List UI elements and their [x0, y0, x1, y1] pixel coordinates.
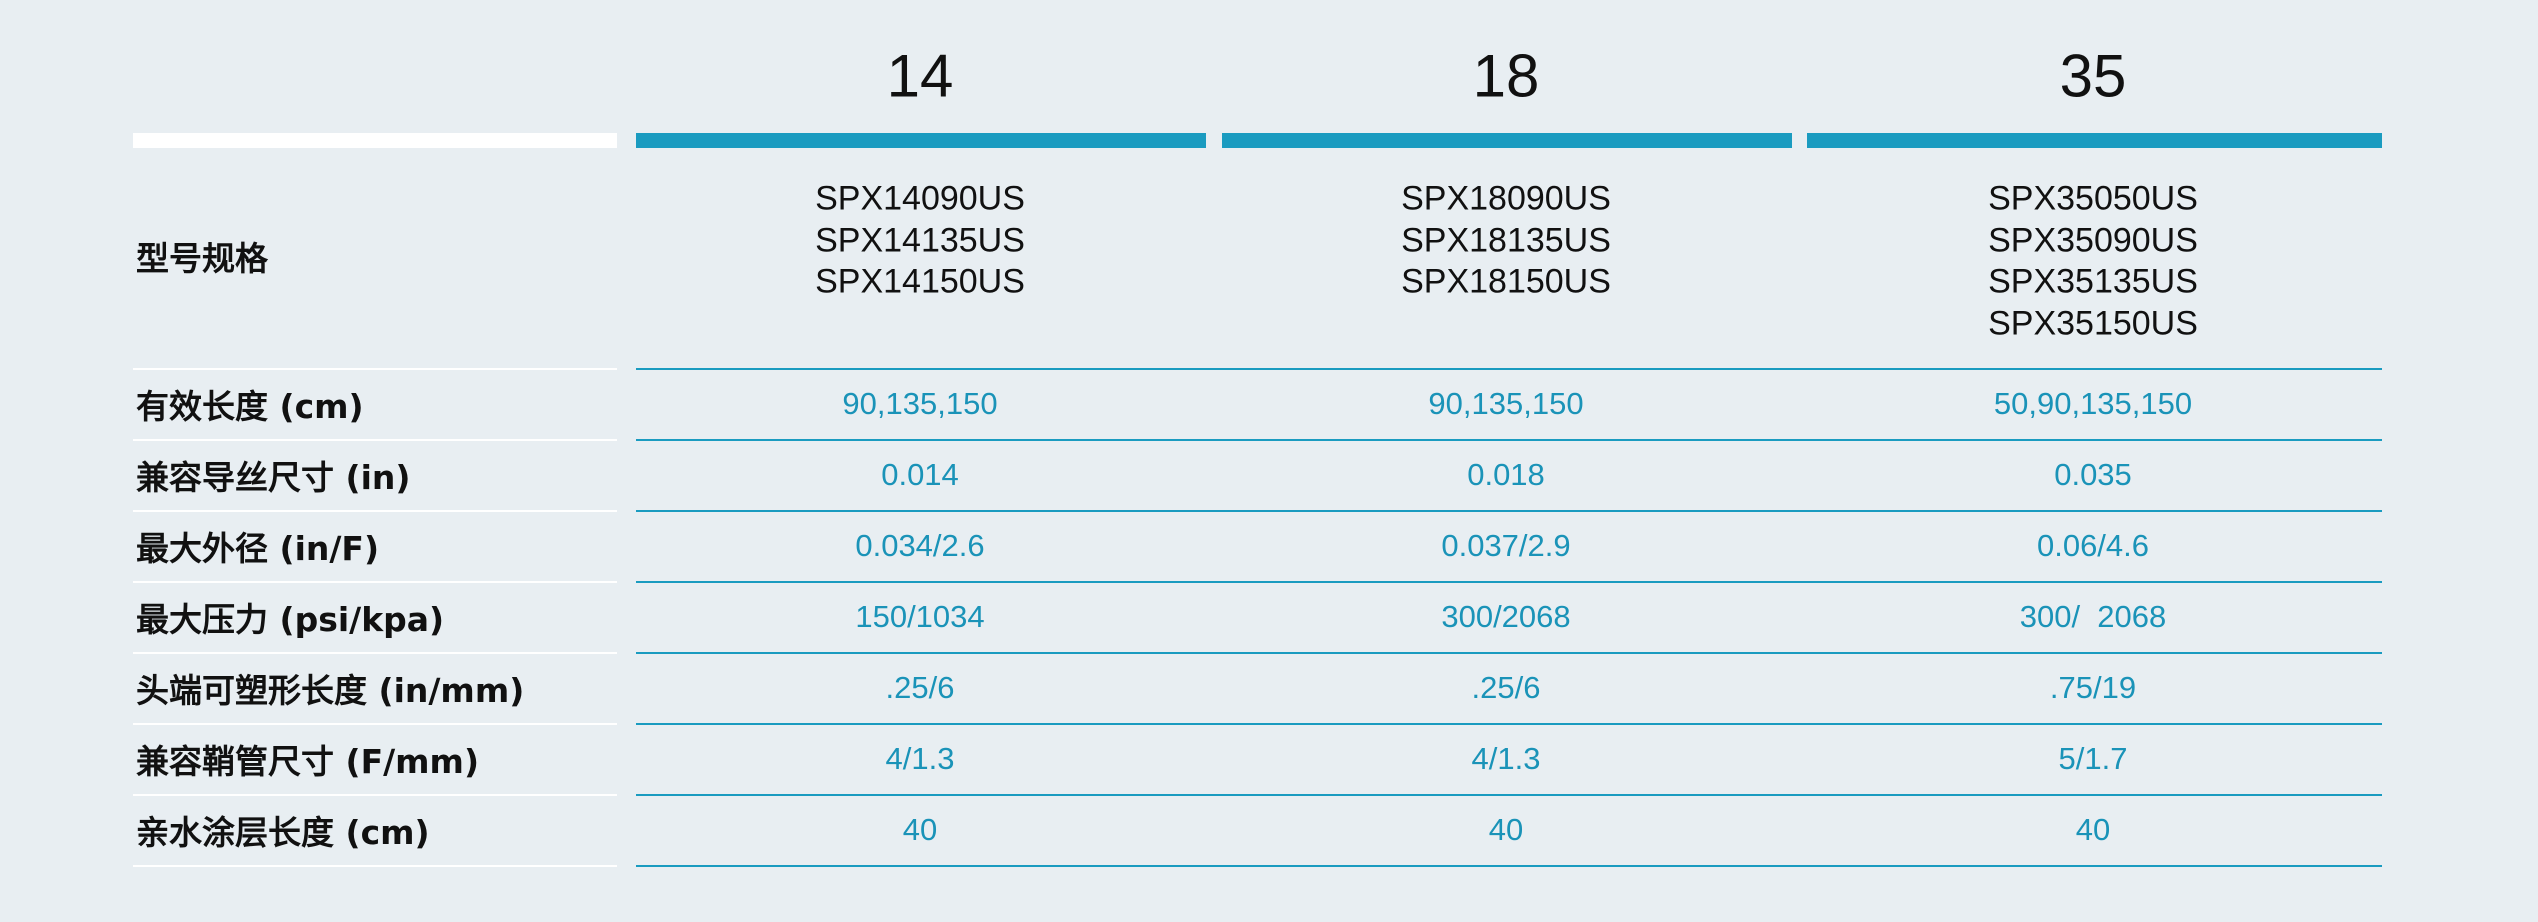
cell-value: 0.034/2.6	[855, 527, 985, 563]
row-divider	[636, 652, 2382, 654]
header-bar-left	[133, 133, 617, 148]
model-number: SPX14135US	[815, 221, 1025, 259]
cell-value: 0.018	[1467, 456, 1545, 492]
cell-value: 300/2068	[1441, 598, 1571, 634]
cell-value: 0.035	[2054, 456, 2132, 492]
model-number: SPX18090US	[1401, 179, 1611, 218]
row-divider	[636, 723, 2382, 725]
row-label: 最大压力 (psi/kpa)	[136, 599, 445, 639]
cell-value: 40	[1488, 811, 1524, 847]
row-divider	[636, 581, 2382, 583]
cell-value: 0.037/2.9	[1441, 527, 1571, 563]
model-number: SPX35150US	[1988, 304, 2198, 342]
cell-value: 0.014	[881, 456, 959, 492]
header-bar	[1807, 133, 2382, 148]
row-divider	[636, 439, 2382, 441]
cell-value: 300/ 2068	[2019, 598, 2167, 634]
row-label: 亲水涂层长度 (cm)	[136, 812, 430, 852]
row-label: 有效长度 (cm)	[136, 386, 364, 426]
cell-value: 0.06/4.6	[2036, 527, 2150, 563]
row-divider	[636, 794, 2382, 796]
row-divider	[636, 865, 2382, 867]
row-divider-left	[133, 581, 617, 583]
cell-value: 4/1.3	[1471, 740, 1541, 776]
cell-value: 4/1.3	[885, 740, 955, 776]
model-number: SPX35090US	[1988, 221, 2198, 259]
model-number: SPX18150US	[1401, 262, 1611, 301]
header-bar	[1222, 133, 1792, 148]
row-label: 兼容鞘管尺寸 (F/mm)	[136, 741, 480, 781]
row-divider-left	[133, 439, 617, 441]
cell-value: 90,135,150	[1428, 385, 1584, 421]
cell-value: 40	[2075, 811, 2111, 847]
row-divider	[636, 368, 2382, 370]
cell-value: 5/1.7	[2058, 740, 2128, 776]
model-number: SPX35050US	[1988, 179, 2198, 218]
row-divider-left	[133, 794, 617, 796]
row-label: 兼容导丝尺寸 (in)	[136, 457, 411, 497]
cell-value: .25/6	[1471, 669, 1541, 705]
column-header: 18	[1472, 42, 1540, 110]
row-divider-left	[133, 865, 617, 867]
model-number: SPX14090US	[815, 179, 1025, 218]
header-bar	[636, 133, 1206, 148]
row-divider-left	[133, 510, 617, 512]
model-number: SPX35135US	[1988, 262, 2198, 301]
cell-value: .25/6	[885, 669, 955, 705]
cell-value: 40	[902, 811, 938, 847]
row-label: 型号规格	[136, 239, 268, 278]
row-divider-left	[133, 723, 617, 725]
cell-value: .75/19	[2049, 669, 2137, 705]
column-header: 35	[2059, 42, 2127, 110]
row-divider	[636, 510, 2382, 512]
model-number: SPX14150US	[815, 262, 1025, 301]
model-number: SPX18135US	[1401, 221, 1611, 259]
row-divider-left	[133, 652, 617, 654]
row-divider-left	[133, 368, 617, 370]
cell-value: 150/1034	[855, 598, 985, 634]
row-label: 最大外径 (in/F)	[136, 528, 380, 568]
cell-value: 50,90,135,150	[1993, 385, 2193, 421]
row-label: 头端可塑形长度 (in/mm)	[136, 670, 525, 710]
column-header: 14	[886, 42, 954, 110]
cell-value: 90,135,150	[842, 385, 998, 421]
